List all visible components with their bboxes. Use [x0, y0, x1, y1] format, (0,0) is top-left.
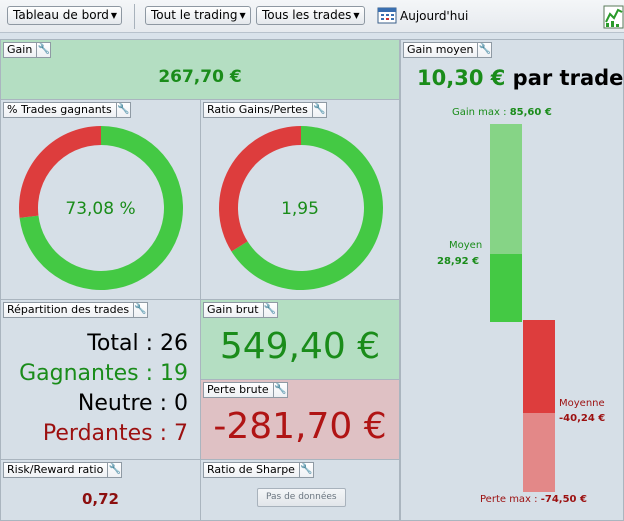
max-gain-value: 85,60 €	[509, 107, 552, 118]
panel-title: Ratio de Sharpe 🔧	[203, 462, 314, 478]
total-value: 26	[160, 331, 188, 356]
panel-title: Gain 🔧	[3, 42, 52, 58]
ratio-panel: Ratio Gains/Pertes 🔧 1,95	[200, 99, 400, 300]
chevron-down-icon: ▼	[110, 11, 118, 20]
winners-row: Gagnantes : 19	[19, 361, 188, 387]
wrench-icon[interactable]: 🔧	[133, 303, 147, 317]
panel-title-label: Perte brute	[207, 383, 269, 396]
toolbar-separator	[134, 4, 135, 29]
panel-title-label: Gain moyen	[407, 43, 474, 56]
losers-row: Perdantes : 7	[43, 421, 188, 447]
wrench-icon[interactable]: 🔧	[36, 43, 51, 57]
panel-title-label: % Trades gagnants	[7, 103, 112, 116]
panel-title: Risk/Reward ratio 🔧	[3, 462, 123, 478]
dashboard-dropdown[interactable]: Tableau de bord ▼	[7, 6, 123, 25]
max-gain-caption: Gain max : 85,60 €	[452, 107, 552, 118]
ratio-donut	[219, 126, 383, 290]
losers-label: Perdantes :	[42, 421, 167, 446]
panel-title: Gain moyen 🔧	[403, 42, 493, 58]
chevron-down-icon: ▼	[239, 11, 246, 20]
win-pct-panel: % Trades gagnants 🔧 73,08 %	[0, 99, 201, 300]
panel-title: Gain brut 🔧	[203, 302, 278, 318]
neutral-label: Neutre :	[77, 391, 167, 416]
today-button[interactable]: Aujourd'hui	[377, 6, 468, 26]
avg-loss-bar	[523, 320, 555, 413]
panel-title-label: Gain	[7, 43, 33, 56]
panel-title: Répartition des trades 🔧	[3, 302, 149, 318]
avg-loss-label: Moyenne	[559, 398, 605, 409]
panel-title-label: Risk/Reward ratio	[7, 463, 104, 476]
winners-value: 19	[160, 361, 188, 386]
risk-reward-panel: Risk/Reward ratio 🔧 0,72	[0, 459, 201, 521]
avg-gain-amount: 28,92 €	[437, 256, 480, 267]
avg-gain-panel: Gain moyen 🔧 10,30 € par trade Gain max :…	[400, 39, 624, 521]
repartition-panel: Répartition des trades 🔧 Total : 26 Gagna…	[0, 299, 201, 460]
max-loss-caption: Perte max : -74,50 €	[480, 494, 587, 505]
ratio-value: 1,95	[281, 199, 319, 219]
toolbar: Tableau de bord ▼ Tout le trading ▼ Tous l…	[0, 0, 624, 33]
total-label: Total :	[87, 331, 153, 356]
risk-reward-value: 0,72	[81, 490, 119, 508]
gain-panel: Gain 🔧 267,70 €	[0, 39, 400, 100]
gross-gain-panel: Gain brut 🔧 549,40 €	[200, 299, 400, 380]
wrench-icon[interactable]: 🔧	[477, 43, 492, 57]
dashboard-dropdown-label: Tableau de bord	[13, 8, 109, 22]
total-row: Total : 26	[87, 331, 188, 357]
panel-title-label: Répartition des trades	[7, 303, 130, 316]
avg-gain-label: Moyen	[449, 240, 483, 251]
chevron-down-icon: ▼	[353, 11, 360, 20]
no-data-button[interactable]: Pas de données	[257, 488, 346, 507]
wrench-icon[interactable]: 🔧	[298, 463, 313, 477]
gross-gain-value: 549,40 €	[219, 326, 381, 367]
chart-app-icon[interactable]	[602, 2, 624, 30]
max-loss-bar	[523, 413, 555, 492]
donut-red-segment	[19, 126, 101, 218]
win-pct-donut	[19, 126, 183, 290]
neutral-value: 0	[174, 391, 188, 416]
calendar-icon	[377, 7, 397, 24]
wrench-icon[interactable]: 🔧	[262, 303, 277, 317]
avg-loss-amount: -40,24 €	[559, 413, 606, 424]
scope-dropdown-label: Tout le trading	[151, 8, 238, 22]
winners-label: Gagnantes :	[19, 361, 153, 386]
max-gain-label: Gain max :	[452, 107, 507, 118]
panel-title: Ratio Gains/Pertes 🔧	[203, 102, 327, 118]
gross-loss-panel: Perte brute 🔧 -281,70 €	[200, 379, 400, 460]
avg-gain-bar	[490, 254, 522, 322]
panel-title: % Trades gagnants 🔧	[3, 102, 131, 118]
scope-dropdown[interactable]: Tout le trading ▼	[145, 6, 251, 25]
wrench-icon[interactable]: 🔧	[115, 103, 130, 117]
trades-dropdown[interactable]: Tous les trades ▼	[256, 6, 365, 25]
gain-value: 267,70 €	[158, 67, 242, 87]
max-gain-bar	[490, 124, 522, 254]
panel-title-label: Gain brut	[207, 303, 259, 316]
gross-loss-value: -281,70 €	[213, 406, 387, 447]
wrench-icon[interactable]: 🔧	[311, 103, 326, 117]
avg-gain-value: 10,30 €	[417, 66, 506, 90]
today-label: Aujourd'hui	[400, 9, 469, 23]
max-loss-label: Perte max :	[480, 494, 538, 505]
neutral-row: Neutre : 0	[78, 391, 188, 417]
panel-title: Perte brute 🔧	[203, 382, 288, 398]
avg-gain-headline: 10,30 € par trade	[417, 66, 623, 90]
wrench-icon[interactable]: 🔧	[272, 383, 287, 397]
sharpe-panel: Ratio de Sharpe 🔧 Pas de données	[200, 459, 400, 521]
panel-title-label: Ratio de Sharpe	[207, 463, 295, 476]
win-pct-value: 73,08 %	[65, 199, 136, 219]
wrench-icon[interactable]: 🔧	[107, 463, 122, 477]
panel-title-label: Ratio Gains/Pertes	[207, 103, 308, 116]
losers-value: 7	[174, 421, 188, 446]
max-loss-value: -74,50 €	[540, 494, 587, 505]
avg-gain-suffix: par trade	[512, 66, 624, 90]
trades-dropdown-label: Tous les trades	[262, 8, 352, 22]
donut-red-segment	[219, 126, 301, 252]
